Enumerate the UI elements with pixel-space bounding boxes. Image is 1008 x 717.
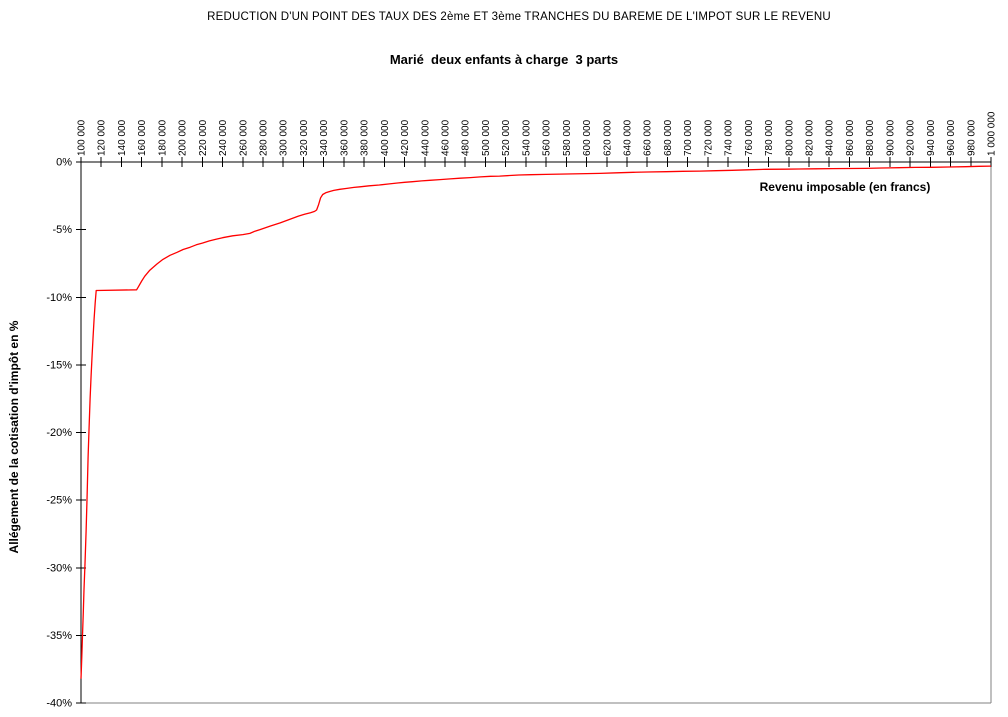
- x-tick-label: 920 000: [906, 119, 917, 156]
- y-tick-label: -35%: [46, 630, 72, 642]
- chart-title: REDUCTION D'UN POINT DES TAUX DES 2ème E…: [207, 11, 831, 23]
- x-tick-label: 100 000: [77, 119, 88, 156]
- x-tick-label: 140 000: [117, 119, 128, 156]
- y-axis-title: Allégement de la cotisation d'impôt en %: [7, 320, 21, 554]
- x-tick-label: 780 000: [764, 119, 775, 156]
- x-tick-label: 980 000: [966, 119, 977, 156]
- x-axis-ticks: [80, 157, 992, 167]
- y-axis-ticks: [76, 161, 86, 704]
- x-tick-label: 240 000: [218, 119, 229, 156]
- x-tick-label: 400 000: [380, 119, 391, 156]
- x-tick-label: 440 000: [420, 119, 431, 156]
- x-tick-label: 940 000: [926, 119, 937, 156]
- x-tick-label: 880 000: [865, 119, 876, 156]
- x-tick-label: 620 000: [602, 119, 613, 156]
- x-tick-label: 960 000: [946, 119, 957, 156]
- axes: [80, 161, 992, 704]
- y-tick-label: -10%: [46, 292, 72, 304]
- x-tick-label: 320 000: [299, 119, 310, 156]
- x-tick-label: 820 000: [805, 119, 816, 156]
- y-tick-label: -5%: [52, 224, 72, 236]
- x-axis-title: Revenu imposable (en francs): [759, 180, 931, 194]
- x-tick-label: 540 000: [521, 119, 532, 156]
- y-tick-label: 0%: [56, 157, 72, 169]
- x-tick-label: 200 000: [178, 119, 189, 156]
- x-tick-label: 340 000: [319, 119, 330, 156]
- x-tick-label: 260 000: [238, 119, 249, 156]
- x-tick-label: 460 000: [441, 119, 452, 156]
- x-tick-label: 360 000: [339, 119, 350, 156]
- y-tick-label: -15%: [46, 359, 72, 371]
- x-tick-label: 700 000: [683, 119, 694, 156]
- x-tick-label: 120 000: [97, 119, 108, 156]
- data-line: [80, 165, 992, 679]
- x-tick-label: 480 000: [461, 119, 472, 156]
- y-tick-label: -20%: [46, 427, 72, 439]
- y-axis-tick-labels: 0% -5% -10% -15% -20% -25% -30% -35% -40%: [46, 157, 72, 710]
- x-tick-label: 220 000: [198, 119, 209, 156]
- x-tick-label: 640 000: [623, 119, 634, 156]
- x-tick-label: 680 000: [663, 119, 674, 156]
- y-tick-label: -25%: [46, 495, 72, 507]
- x-tick-label: 800 000: [784, 119, 795, 156]
- x-tick-label: 560 000: [542, 119, 553, 156]
- x-tick-label: 860 000: [845, 119, 856, 156]
- x-tick-label: 180 000: [157, 119, 168, 156]
- x-tick-label: 840 000: [825, 119, 836, 156]
- x-tick-label: 520 000: [501, 119, 512, 156]
- x-tick-label: 760 000: [744, 119, 755, 156]
- y-tick-label: -40%: [46, 698, 72, 710]
- x-tick-label: 380 000: [360, 119, 371, 156]
- x-tick-label: 600 000: [582, 119, 593, 156]
- x-tick-label: 580 000: [562, 119, 573, 156]
- x-tick-label: 500 000: [481, 119, 492, 156]
- chart-subtitle: Marié deux enfants à charge 3 parts: [389, 52, 619, 67]
- x-tick-label: 900 000: [885, 119, 896, 156]
- x-tick-label: 720 000: [703, 119, 714, 156]
- x-tick-label: 300 000: [279, 119, 290, 156]
- x-tick-label: 660 000: [643, 119, 654, 156]
- x-tick-label: 740 000: [724, 119, 735, 156]
- y-tick-label: -30%: [46, 562, 72, 574]
- x-tick-label: 420 000: [400, 119, 411, 156]
- x-axis-tick-labels: 100 000 120 000 140 000 160 000 180 000 200 0…: [77, 111, 998, 156]
- x-tick-label: 160 000: [137, 119, 148, 156]
- x-tick-label: 1 000 000: [987, 111, 998, 156]
- x-tick-label: 280 000: [259, 119, 270, 156]
